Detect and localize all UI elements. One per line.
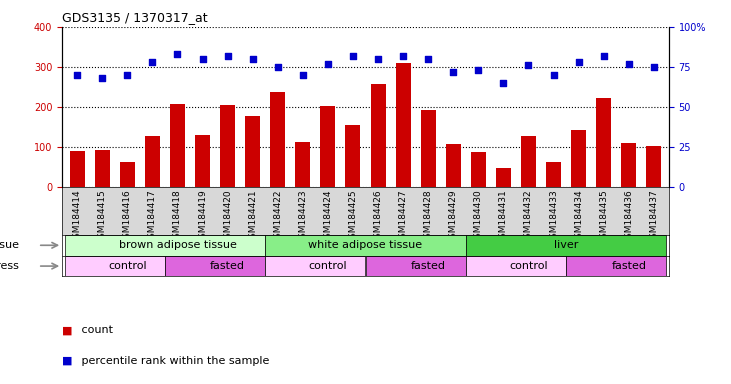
Bar [320, 106, 336, 187]
Point [423, 56, 434, 62]
Text: GSM184420: GSM184420 [223, 189, 232, 244]
Point [573, 59, 585, 65]
Point [146, 59, 158, 65]
Point [397, 53, 409, 59]
Bar [64, 235, 265, 256]
Point [598, 53, 610, 59]
Point [96, 75, 108, 81]
Bar [120, 162, 135, 187]
Point [548, 72, 559, 78]
Bar [95, 150, 110, 187]
Text: GSM184418: GSM184418 [173, 189, 182, 244]
Text: GSM184434: GSM184434 [574, 189, 583, 244]
Text: GSM184415: GSM184415 [98, 189, 107, 244]
Point [447, 69, 459, 75]
Bar [395, 63, 411, 187]
Bar [195, 135, 210, 187]
Bar [265, 256, 366, 276]
Text: GSM184426: GSM184426 [374, 189, 382, 244]
Text: liver: liver [554, 240, 578, 250]
Point [322, 61, 334, 67]
Bar [220, 105, 235, 187]
Text: stress: stress [0, 261, 23, 271]
Bar [265, 235, 466, 256]
Bar [446, 144, 461, 187]
Text: GSM184424: GSM184424 [323, 189, 333, 244]
Point [372, 56, 384, 62]
Bar [420, 110, 436, 187]
Text: GSM184429: GSM184429 [449, 189, 458, 244]
Text: GSM184416: GSM184416 [123, 189, 132, 244]
Text: GSM184422: GSM184422 [273, 189, 282, 244]
Bar [245, 116, 260, 187]
Point [648, 64, 659, 70]
Bar [366, 256, 466, 276]
Bar [270, 92, 285, 187]
Point [197, 56, 208, 62]
Bar [646, 146, 662, 187]
Text: GSM184427: GSM184427 [398, 189, 408, 244]
Text: tissue: tissue [0, 240, 23, 250]
Point [523, 62, 534, 68]
Bar [546, 162, 561, 187]
Bar [621, 143, 636, 187]
Text: percentile rank within the sample: percentile rank within the sample [78, 356, 270, 366]
Text: GSM184423: GSM184423 [298, 189, 307, 244]
Text: GDS3135 / 1370317_at: GDS3135 / 1370317_at [62, 11, 208, 24]
Text: control: control [510, 261, 548, 271]
Bar [145, 136, 160, 187]
Text: GSM184433: GSM184433 [549, 189, 558, 244]
Text: ■: ■ [62, 356, 72, 366]
Point [472, 67, 484, 73]
Text: GSM184428: GSM184428 [424, 189, 433, 244]
Text: GSM184437: GSM184437 [649, 189, 659, 244]
Bar [466, 235, 667, 256]
Bar [165, 256, 265, 276]
Point [498, 80, 510, 86]
Text: count: count [78, 325, 113, 335]
Bar [371, 84, 385, 187]
Point [297, 72, 308, 78]
Text: fasted: fasted [210, 261, 245, 271]
Text: GSM184425: GSM184425 [349, 189, 357, 244]
Point [72, 72, 83, 78]
Text: GSM184432: GSM184432 [524, 189, 533, 244]
Point [247, 56, 259, 62]
Bar [471, 152, 486, 187]
Bar [69, 151, 85, 187]
Point [623, 61, 635, 67]
Bar [346, 125, 360, 187]
Text: GSM184436: GSM184436 [624, 189, 633, 244]
Text: ■: ■ [62, 325, 72, 335]
Bar [566, 256, 667, 276]
Text: brown adipose tissue: brown adipose tissue [118, 240, 236, 250]
Point [121, 72, 133, 78]
Bar [496, 168, 511, 187]
Point [221, 53, 233, 59]
Text: control: control [108, 261, 147, 271]
Bar [571, 130, 586, 187]
Bar [295, 142, 311, 187]
Text: GSM184417: GSM184417 [148, 189, 157, 244]
Text: GSM184431: GSM184431 [499, 189, 508, 244]
Bar [596, 98, 611, 187]
Text: GSM184435: GSM184435 [599, 189, 608, 244]
Point [172, 51, 183, 57]
Text: fasted: fasted [611, 261, 646, 271]
Text: control: control [308, 261, 347, 271]
Point [347, 53, 359, 59]
Point [272, 64, 284, 70]
Text: GSM184430: GSM184430 [474, 189, 482, 244]
Bar [466, 256, 566, 276]
Text: fasted: fasted [411, 261, 446, 271]
Bar [170, 104, 185, 187]
Text: GSM184419: GSM184419 [198, 189, 207, 244]
Text: GSM184421: GSM184421 [249, 189, 257, 244]
Text: GSM184414: GSM184414 [72, 189, 82, 244]
Bar [64, 256, 165, 276]
Text: white adipose tissue: white adipose tissue [308, 240, 423, 250]
Bar [521, 136, 536, 187]
